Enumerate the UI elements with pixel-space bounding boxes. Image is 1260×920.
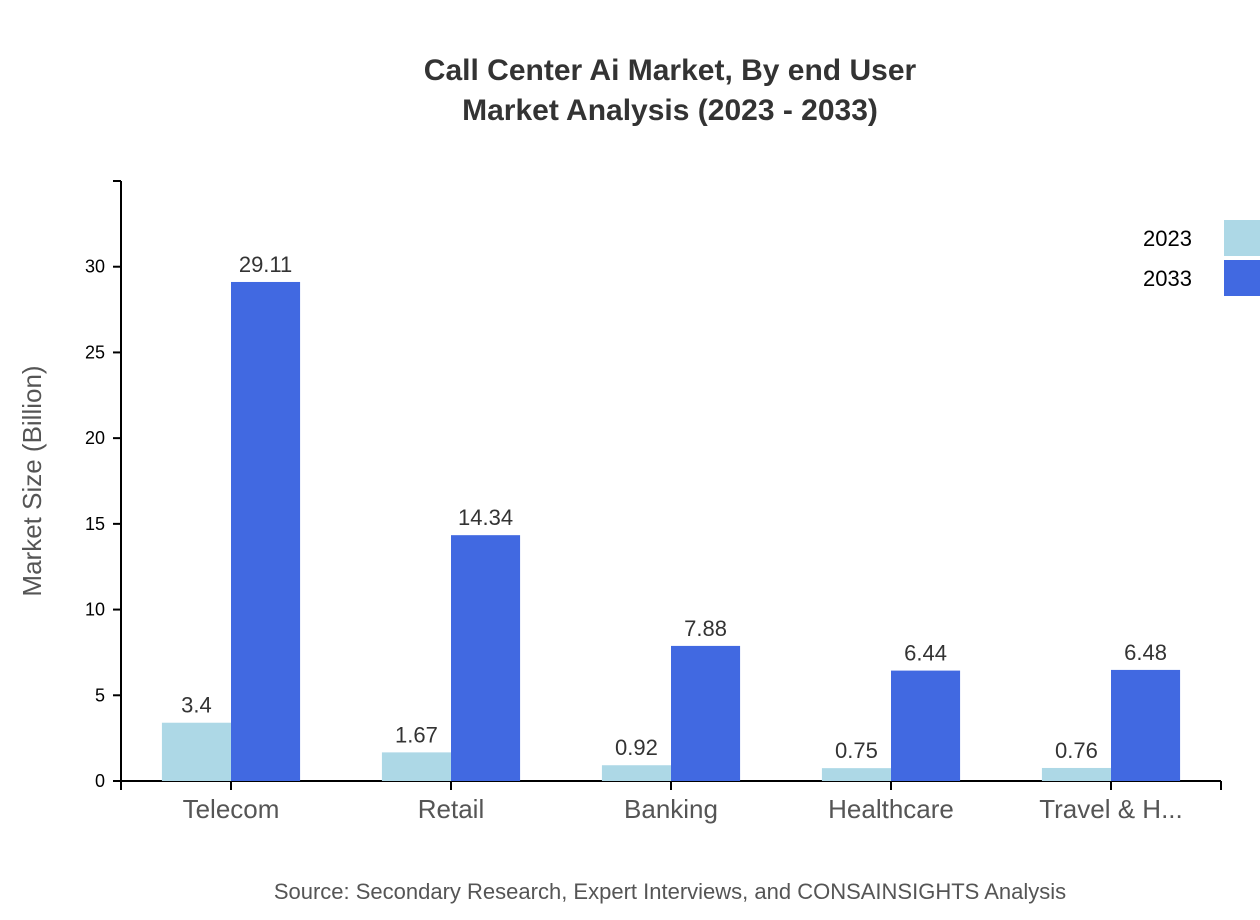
y-tick-label: 15 (85, 514, 105, 534)
data-label: 6.48 (1124, 640, 1167, 665)
legend-swatch-2023 (1224, 220, 1260, 256)
data-label: 3.4 (181, 693, 212, 718)
data-label: 14.34 (458, 505, 513, 530)
bar-2023 (601, 765, 671, 781)
bar-2023 (821, 768, 891, 781)
bar-2033 (891, 670, 961, 781)
bar-2033 (231, 281, 301, 781)
x-tick-label: Retail (418, 794, 484, 824)
data-label: 0.92 (615, 735, 658, 760)
bar-2033 (451, 535, 521, 781)
bar-2023 (161, 722, 231, 781)
y-tick-label: 30 (85, 257, 105, 277)
x-tick-label: Telecom (183, 794, 280, 824)
y-axis-label: Market Size (Billion) (17, 365, 47, 596)
x-tick-label: Healthcare (828, 794, 954, 824)
y-tick-label: 0 (95, 771, 105, 791)
chart-title-line-1: Call Center Ai Market, By end User (424, 54, 917, 87)
data-label: 1.67 (395, 722, 438, 747)
y-tick-label: 10 (85, 600, 105, 620)
source-note: Source: Secondary Research, Expert Inter… (274, 879, 1066, 904)
chart-title-line-2: Market Analysis (2023 - 2033) (462, 94, 878, 127)
data-label: 29.11 (239, 252, 292, 277)
bar-2033 (671, 645, 741, 781)
legend-label: 2023 (1143, 226, 1192, 251)
y-tick-label: 5 (95, 685, 105, 705)
data-label: 7.88 (684, 616, 727, 641)
bar-2023 (1041, 767, 1111, 781)
legend-label: 2033 (1143, 266, 1192, 291)
bar-2023 (381, 752, 451, 781)
data-label: 0.75 (835, 738, 878, 763)
y-tick-label: 25 (85, 342, 105, 362)
legend-swatch-2033 (1224, 260, 1260, 296)
x-tick-label: Banking (624, 794, 718, 824)
x-tick-label: Travel & H... (1039, 794, 1183, 824)
y-tick-label: 20 (85, 428, 105, 448)
data-label: 6.44 (904, 641, 947, 666)
data-label: 0.76 (1055, 738, 1098, 763)
bar-2033 (1111, 669, 1181, 781)
